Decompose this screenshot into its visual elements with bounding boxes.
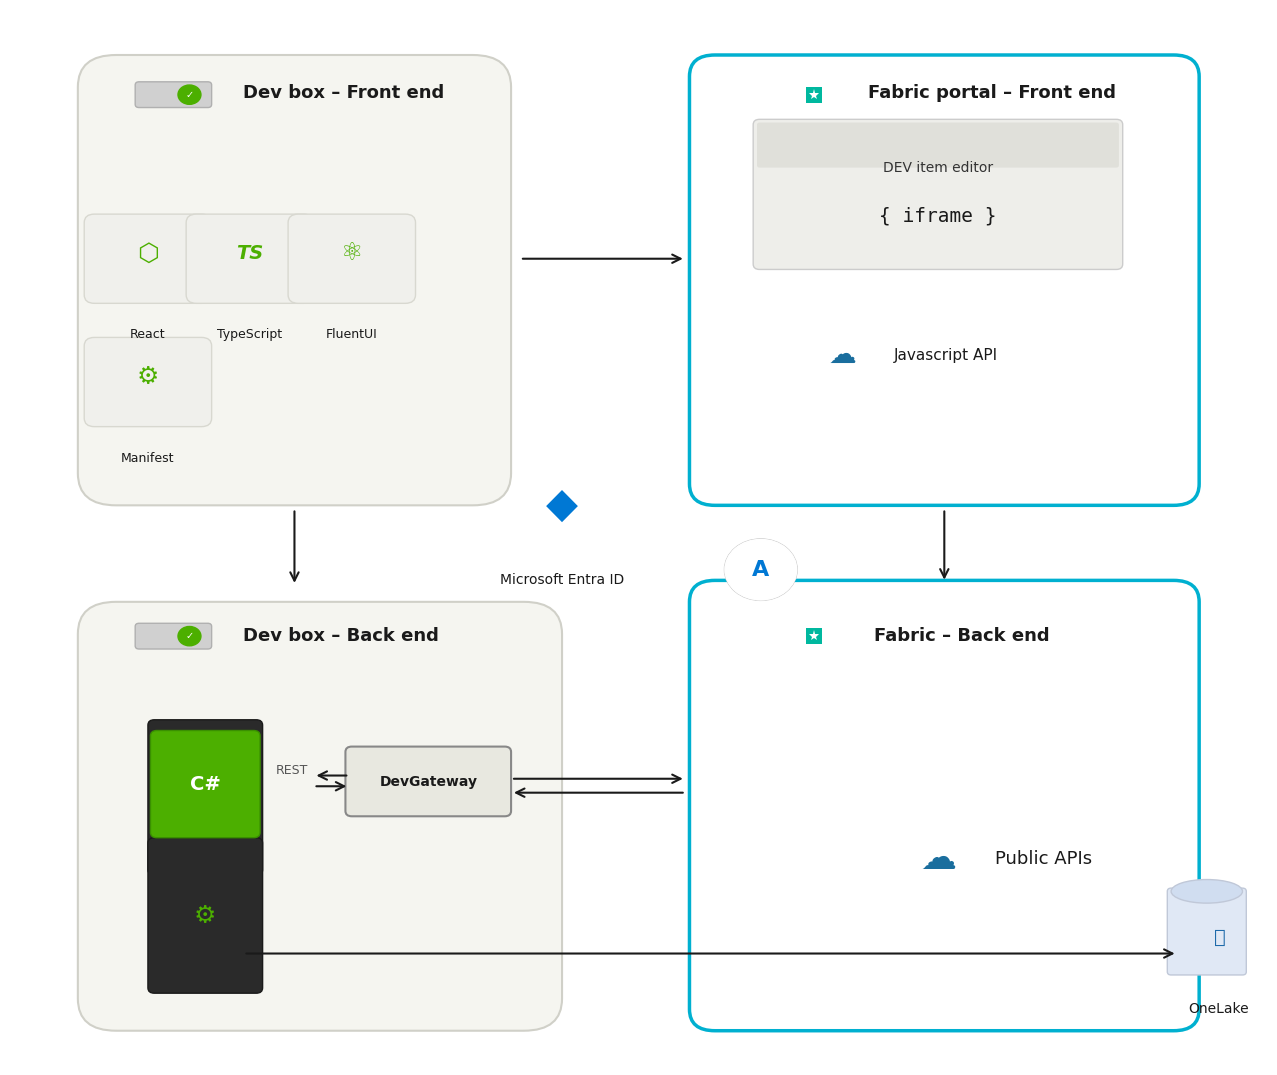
Circle shape [725,540,797,600]
FancyBboxPatch shape [148,720,263,875]
FancyBboxPatch shape [135,624,212,649]
FancyBboxPatch shape [84,214,212,303]
Text: REST: REST [276,763,308,776]
FancyBboxPatch shape [1167,888,1246,975]
Text: TS: TS [236,244,263,263]
Text: ✓: ✓ [185,631,194,641]
Text: DevGateway: DevGateway [379,775,478,789]
Text: Fabric portal – Front end: Fabric portal – Front end [868,84,1116,101]
Text: ⚙: ⚙ [137,364,160,389]
FancyBboxPatch shape [148,837,263,993]
Text: C#: C# [190,775,221,793]
FancyBboxPatch shape [84,338,212,427]
Text: A: A [752,560,770,579]
Text: FluentUI: FluentUI [326,329,378,342]
Text: ✓: ✓ [185,89,194,100]
FancyBboxPatch shape [690,55,1199,505]
Text: ◆: ◆ [547,485,578,527]
Text: DEV item editor: DEV item editor [882,160,994,174]
FancyBboxPatch shape [78,55,511,505]
Circle shape [178,627,200,646]
FancyBboxPatch shape [346,746,511,816]
FancyBboxPatch shape [78,602,562,1031]
FancyBboxPatch shape [151,731,261,837]
Circle shape [178,85,200,104]
FancyBboxPatch shape [186,214,314,303]
Text: OneLake: OneLake [1188,1002,1249,1016]
Text: Microsoft Entra ID: Microsoft Entra ID [499,573,624,587]
Ellipse shape [1171,879,1243,903]
Text: Javascript API: Javascript API [894,347,997,362]
FancyBboxPatch shape [135,82,212,108]
Text: Public APIs: Public APIs [995,850,1092,869]
Text: Dev box – Back end: Dev box – Back end [244,627,439,645]
Text: { iframe }: { iframe } [879,206,996,226]
Text: Manifest: Manifest [121,452,175,464]
FancyBboxPatch shape [289,214,415,303]
Text: ⬡: ⬡ [137,242,158,266]
Text: ⚛: ⚛ [341,242,363,266]
Circle shape [725,540,797,600]
Text: Fabric – Back end: Fabric – Back end [875,627,1050,645]
Text: ☁: ☁ [919,842,956,876]
Text: Dev box – Front end: Dev box – Front end [244,84,444,101]
FancyBboxPatch shape [753,119,1122,270]
FancyBboxPatch shape [690,580,1199,1031]
Text: 💧: 💧 [1213,928,1226,947]
Text: ⚙: ⚙ [194,904,217,928]
FancyBboxPatch shape [757,123,1119,168]
Text: ☁: ☁ [829,341,857,369]
Text: TypeScript: TypeScript [217,329,282,342]
Text: React: React [130,329,166,342]
